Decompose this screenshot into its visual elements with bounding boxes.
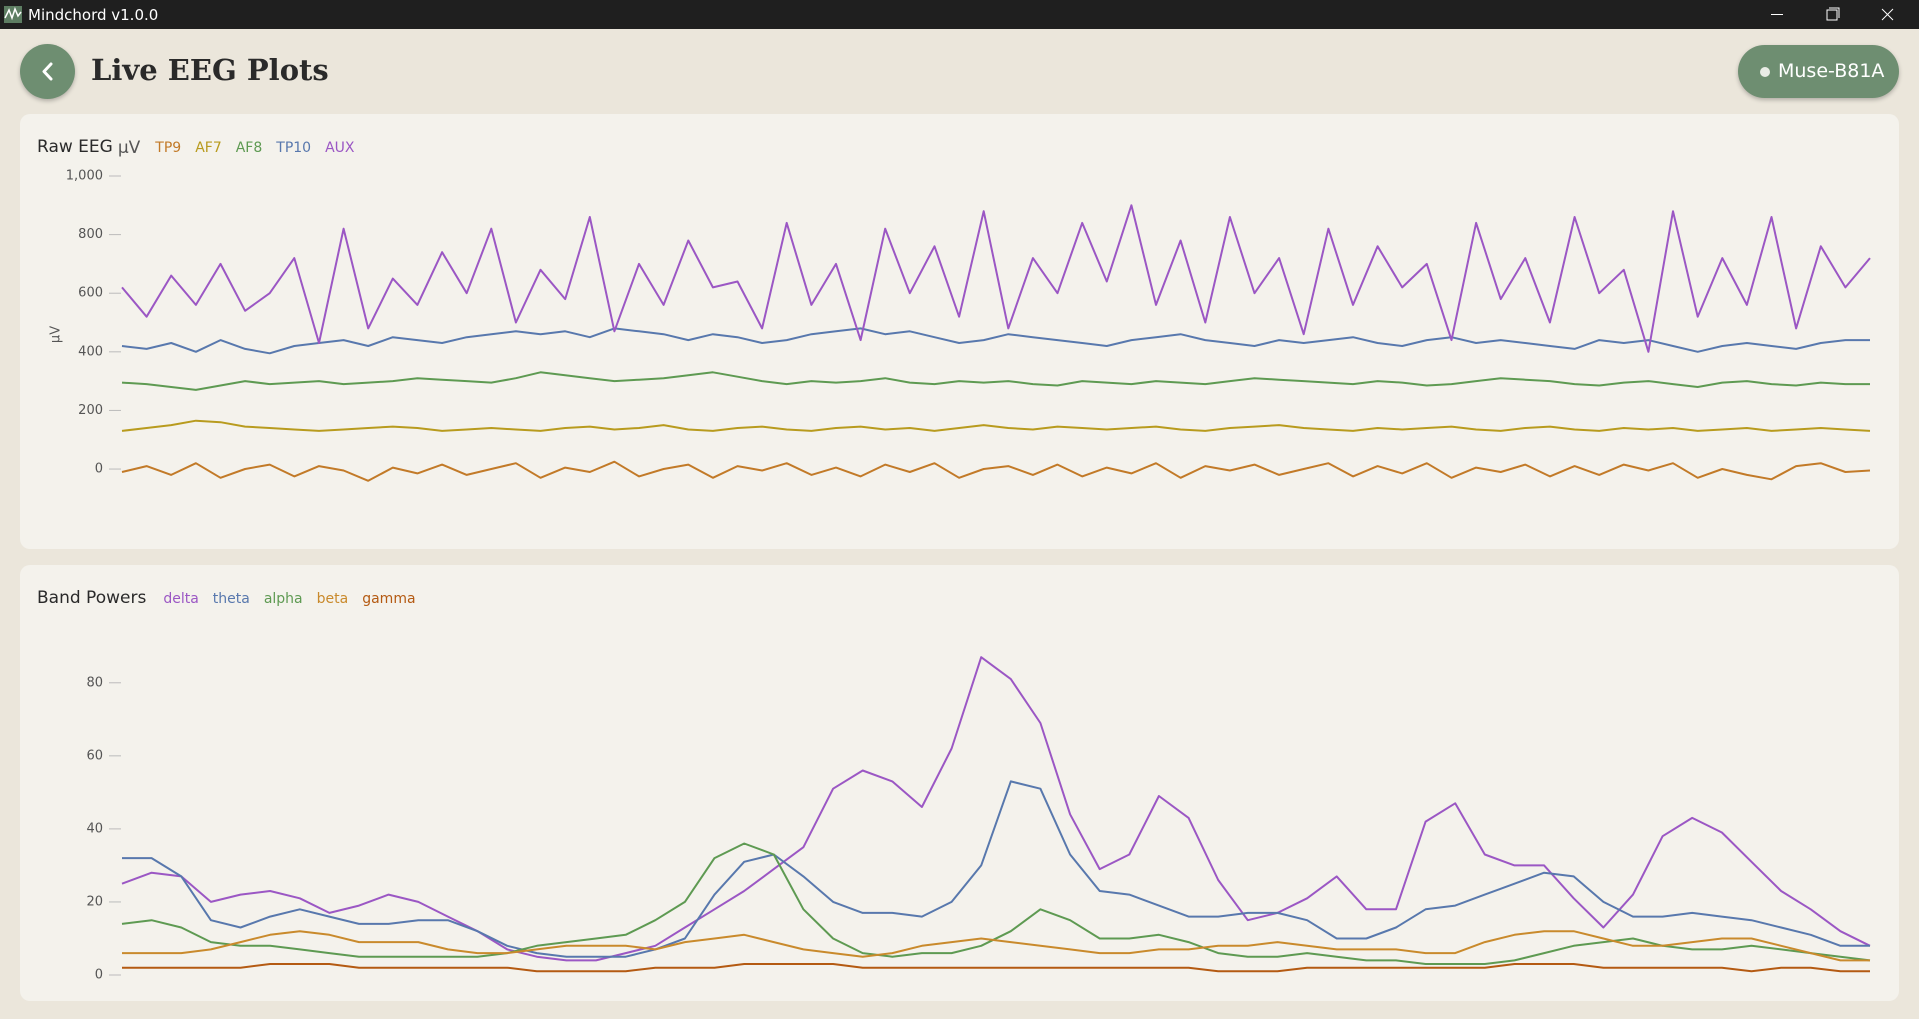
chart: Raw EEG µV TP9 AF7 AF8 TP10 AUXµV0200400600800… [37,137,1871,482]
series-line [122,930,1870,962]
y-tick-label: 1,000 [66,169,103,184]
chart-title: Raw EEG [37,137,113,157]
series-line [122,780,1870,958]
back-button[interactable] [20,44,75,99]
title-bar: Mindchord v1.0.0 [0,0,1919,29]
y-axis-label: µV [49,326,64,343]
series-line [121,656,1871,962]
series-line [121,204,1871,353]
y-tick-label: 800 [78,227,103,242]
window-title: Mindchord v1.0.0 [28,6,159,24]
app-icon [4,6,22,23]
y-tick-label: 20 [86,894,103,909]
chart: Band Powers delta theta alpha beta gamma 0 20 40… [37,588,1871,983]
legend-entry: delta [163,591,198,607]
series-line [121,842,1871,965]
series-line [121,419,1871,432]
band-powers-panel: Band Powers delta theta alpha beta gamma 0 20 40… [20,565,1899,1001]
y-tick-label: 40 [86,821,103,836]
legend-entry: AUX [325,140,355,156]
y-tick-label: 80 [86,675,103,690]
series-line [121,371,1870,391]
device-name: Muse-B81A [1778,60,1885,82]
legend-entry: beta [317,591,349,607]
y-tick-label: 200 [78,403,103,418]
chart-unit: µV [118,138,141,158]
legend-entry: gamma [362,591,415,607]
window-controls[interactable] [1760,0,1900,29]
y-tick-label: 0 [95,968,103,983]
legend-entry: TP10 [275,140,311,156]
device-button[interactable]: Muse-B81A [1738,45,1899,98]
legend-entry: theta [213,591,250,607]
series-line [121,460,1871,482]
back-icon [42,62,53,81]
legend-entry: alpha [264,591,303,607]
y-tick-label: 0 [95,462,103,477]
series-line [122,963,1870,973]
page-title: Live EEG Plots [91,53,329,87]
legend-entry: AF7 [195,140,222,156]
y-tick-label: 600 [78,286,103,301]
chart-title: Band Powers [37,588,146,608]
status-dot [1760,67,1770,77]
legend-entry: AF8 [236,140,263,156]
legend-entry: TP9 [154,140,181,156]
y-tick-label: 400 [78,344,103,359]
y-tick-label: 60 [86,748,103,763]
series-line [121,327,1870,355]
raw-eeg-panel: Raw EEG µV TP9 AF7 AF8 TP10 AUX µV 0 200 400 600 800… [20,114,1899,549]
